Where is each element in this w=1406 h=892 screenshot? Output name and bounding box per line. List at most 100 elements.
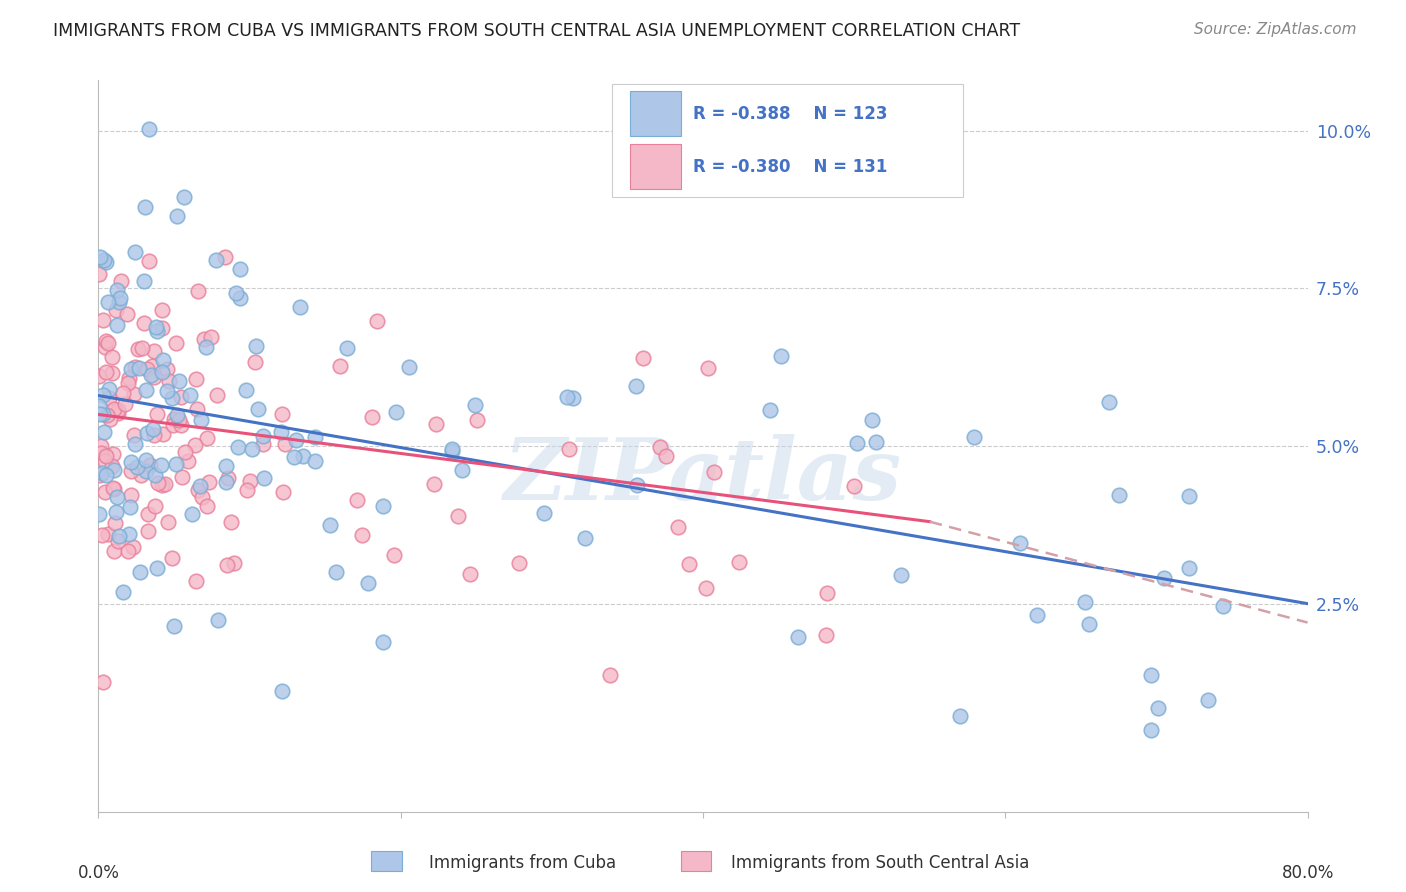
Point <box>170 470 193 484</box>
Point <box>352 527 374 541</box>
Text: ZIPatlas: ZIPatlas <box>503 434 903 517</box>
Point <box>1074 595 1097 609</box>
Point <box>1078 617 1101 632</box>
Point <box>236 483 259 497</box>
Point <box>142 428 165 442</box>
Point <box>187 483 209 498</box>
Point <box>93 253 115 268</box>
Point <box>159 375 181 389</box>
Point <box>195 431 218 445</box>
Point <box>191 490 214 504</box>
Point <box>229 262 252 277</box>
Point <box>150 458 173 473</box>
Point <box>96 408 118 422</box>
Point <box>177 454 200 468</box>
Point <box>860 413 883 427</box>
Point <box>170 417 193 432</box>
Text: R = -0.380    N = 131: R = -0.380 N = 131 <box>693 158 887 176</box>
Point <box>139 458 162 473</box>
Point <box>283 450 305 464</box>
Point <box>131 341 153 355</box>
Point <box>188 479 211 493</box>
Point <box>187 285 209 299</box>
Point <box>195 340 218 354</box>
Point <box>382 548 405 562</box>
Point <box>165 457 187 471</box>
Point <box>105 283 128 297</box>
Point <box>98 411 121 425</box>
Point <box>574 531 596 545</box>
Point <box>91 527 114 541</box>
Point <box>94 485 117 500</box>
Point <box>141 368 163 382</box>
Point <box>319 518 342 533</box>
Point <box>425 417 447 431</box>
Point <box>96 527 118 541</box>
Point <box>678 557 700 571</box>
Point <box>160 551 183 566</box>
Point <box>105 505 128 519</box>
Point <box>101 458 124 473</box>
Point <box>97 392 120 406</box>
Point <box>152 427 174 442</box>
Point <box>162 417 184 432</box>
Point <box>329 359 352 373</box>
Point <box>815 628 838 642</box>
Point <box>846 436 869 450</box>
Text: Source: ZipAtlas.com: Source: ZipAtlas.com <box>1194 22 1357 37</box>
Point <box>239 474 262 488</box>
Point <box>91 466 114 480</box>
Text: 0.0%: 0.0% <box>77 864 120 882</box>
Point <box>291 449 314 463</box>
Point <box>124 360 146 375</box>
Point <box>93 340 115 354</box>
Point <box>225 286 247 301</box>
Point <box>205 252 228 267</box>
Point <box>336 341 359 355</box>
Point <box>1108 488 1130 502</box>
Point <box>120 500 142 514</box>
Point <box>215 558 238 572</box>
Point <box>226 440 249 454</box>
Point <box>138 122 160 136</box>
Point <box>217 470 239 484</box>
Point <box>398 360 420 375</box>
Point <box>136 507 159 521</box>
Text: IMMIGRANTS FROM CUBA VS IMMIGRANTS FROM SOUTH CENTRAL ASIA UNEMPLOYMENT CORRELAT: IMMIGRANTS FROM CUBA VS IMMIGRANTS FROM … <box>53 22 1021 40</box>
Point <box>110 274 132 288</box>
Point <box>150 320 173 334</box>
Point <box>117 376 139 391</box>
Point <box>190 413 212 427</box>
Point <box>215 475 238 489</box>
Point <box>160 392 183 406</box>
Point <box>108 291 131 305</box>
Point <box>1147 701 1170 715</box>
Point <box>103 401 125 416</box>
Point <box>107 402 129 417</box>
Point <box>108 529 131 543</box>
Point <box>98 382 121 396</box>
Text: Immigrants from Cuba: Immigrants from Cuba <box>429 854 616 871</box>
Point <box>157 515 180 529</box>
Point <box>696 360 718 375</box>
Point <box>786 630 808 644</box>
Point <box>96 365 118 379</box>
Point <box>142 422 165 436</box>
Point <box>371 635 394 649</box>
Point <box>167 374 190 388</box>
Point <box>122 428 145 442</box>
Point <box>134 316 156 330</box>
Point <box>117 544 139 558</box>
Point <box>633 351 655 365</box>
Point <box>214 250 236 264</box>
Point <box>557 390 579 404</box>
Point <box>89 250 111 264</box>
Point <box>842 478 865 492</box>
Point <box>181 507 204 521</box>
Point <box>222 556 245 570</box>
Point <box>728 555 751 569</box>
Point <box>174 445 197 459</box>
Point <box>325 566 347 580</box>
Point <box>146 560 169 574</box>
Point <box>117 371 139 385</box>
